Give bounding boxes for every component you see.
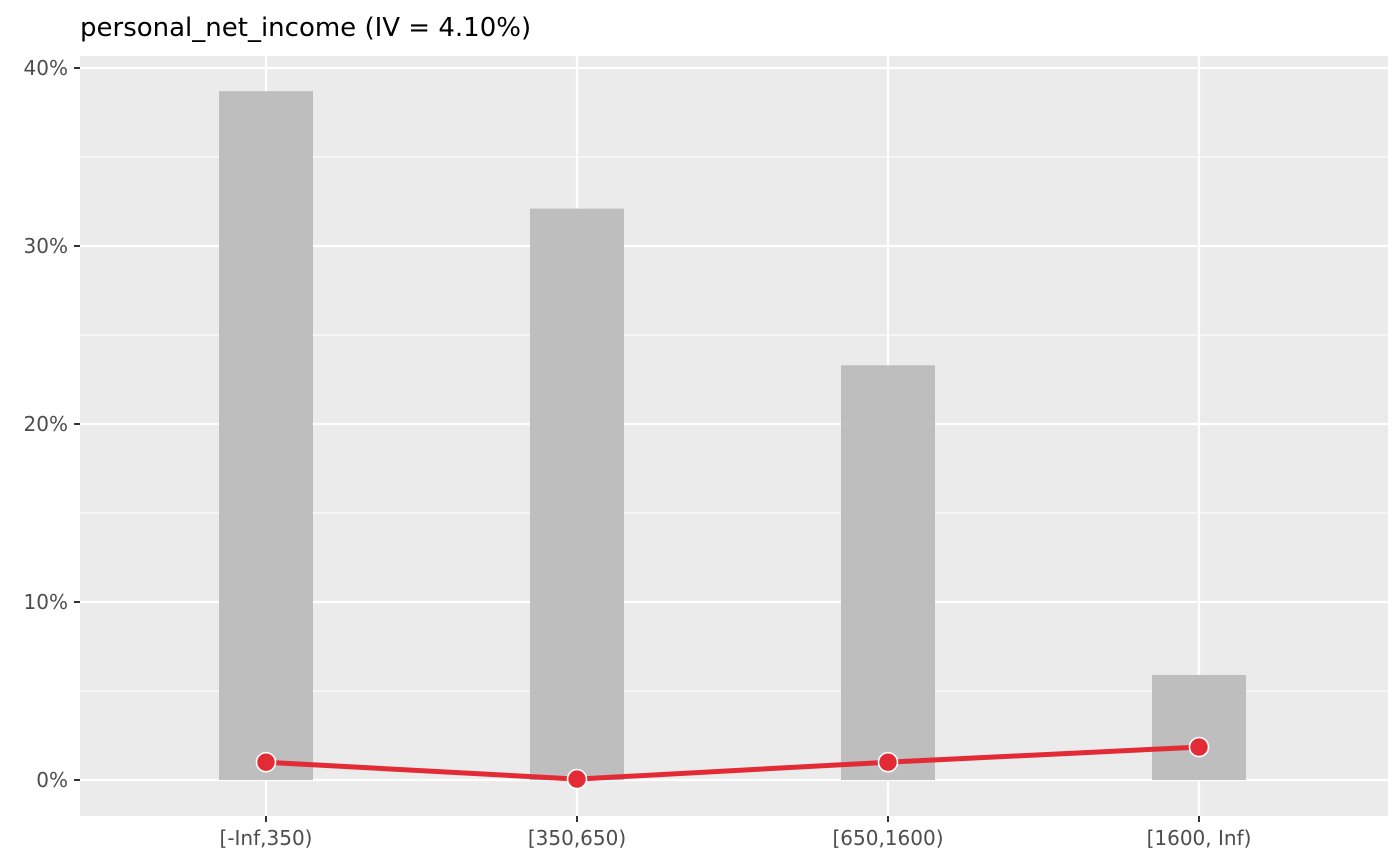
x-tick-label: [-Inf,350): [220, 826, 313, 850]
y-axis: 0% 10% 20% 30% 40%: [24, 56, 80, 792]
chart-title: personal_net_income (IV = 4.10%): [80, 13, 531, 43]
x-tick-label: [350,650): [528, 826, 626, 850]
x-tick-label: [1600, Inf): [1147, 826, 1252, 850]
bar: [219, 91, 313, 780]
x-tick-label: [650,1600): [832, 826, 943, 850]
bar: [1152, 674, 1246, 780]
series-line: [263, 744, 1202, 782]
line-point: [255, 751, 277, 773]
y-tick-label: 30%: [24, 234, 68, 258]
bars: [219, 91, 1246, 780]
line-point: [566, 768, 588, 790]
y-tick-label: 20%: [24, 412, 68, 436]
bar: [841, 365, 935, 780]
line-point: [1188, 736, 1210, 758]
y-tick-label: 40%: [24, 56, 68, 80]
line-point: [877, 751, 899, 773]
y-tick-label: 10%: [24, 590, 68, 614]
bar: [530, 208, 624, 780]
x-axis: [-Inf,350) [350,650) [650,1600) [1600, Inf): [220, 816, 1252, 850]
line-layer: [255, 736, 1210, 790]
y-tick-label: 0%: [36, 768, 68, 792]
